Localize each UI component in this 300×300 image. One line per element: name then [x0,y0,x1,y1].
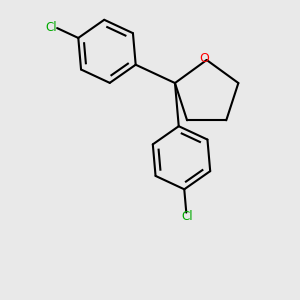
Text: O: O [199,52,209,65]
Text: Cl: Cl [45,21,57,34]
Text: Cl: Cl [181,210,193,223]
